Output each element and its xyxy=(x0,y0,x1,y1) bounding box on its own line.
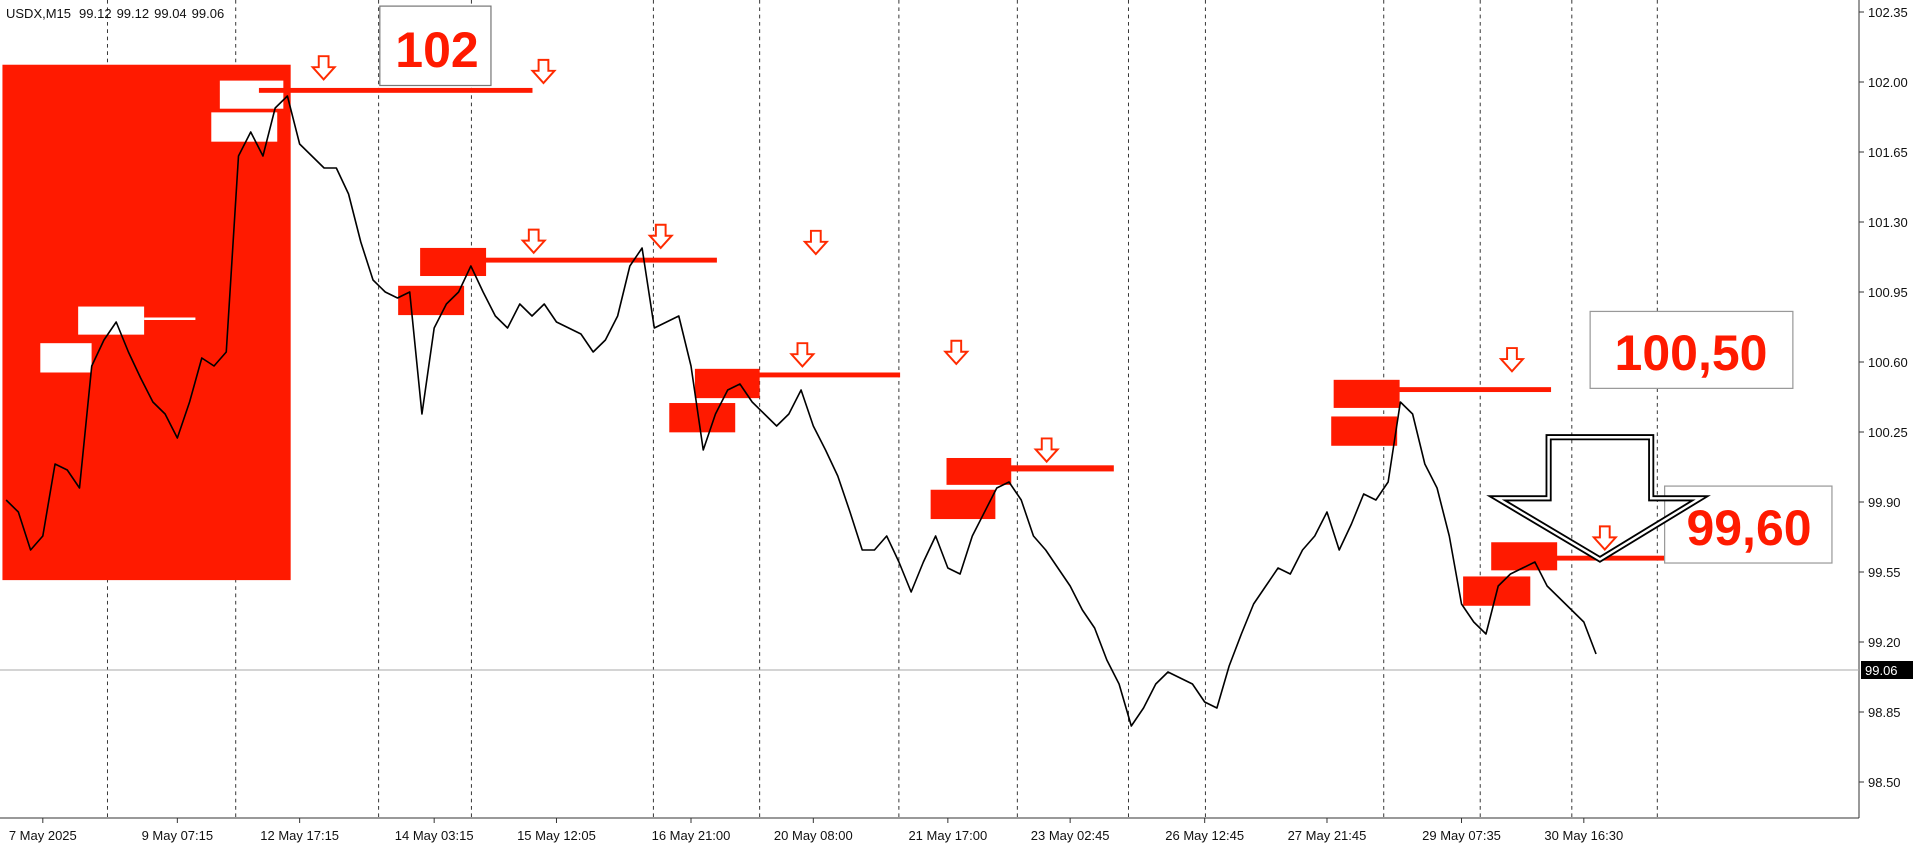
zone xyxy=(2,64,291,581)
overlay xyxy=(1486,434,1711,563)
ohlc: 99.12 xyxy=(117,6,150,21)
ohlc: 99.12 xyxy=(79,6,112,21)
x-tick-label: 27 May 21:45 xyxy=(1288,828,1367,843)
x-tick-label: 16 May 21:00 xyxy=(652,828,731,843)
x-tick-label: 15 May 12:05 xyxy=(517,828,596,843)
y-tick-label: 98.85 xyxy=(1868,705,1901,720)
red-zones xyxy=(258,87,1687,606)
y-tick-label: 102.00 xyxy=(1868,75,1908,90)
y-tick-label: 101.30 xyxy=(1868,215,1908,230)
y-tick-label: 101.65 xyxy=(1868,145,1908,160)
y-tick-label: 99.55 xyxy=(1868,565,1901,580)
drawings xyxy=(2,0,1833,819)
y-tick-label: 102.35 xyxy=(1868,5,1908,20)
period-separators xyxy=(106,0,1658,819)
ohlc: 99.06 xyxy=(192,6,225,21)
last-price-label: 99.06 xyxy=(1865,663,1898,678)
label-box xyxy=(379,5,492,87)
annotation: 100,50 xyxy=(1615,325,1768,381)
label-box xyxy=(1589,310,1794,389)
y-tick-label: 100.25 xyxy=(1868,425,1908,440)
last-price-box xyxy=(1861,661,1913,679)
x-tick-label: 30 May 16:30 xyxy=(1544,828,1623,843)
y-tick-label: 98.50 xyxy=(1868,775,1901,790)
x-tick-label: 20 May 08:00 xyxy=(774,828,853,843)
symbol: USDX,M15 xyxy=(6,6,71,21)
header: USDX,M15 99.12 99.12 99.04 99.06 xyxy=(6,6,224,21)
x-tick-label: 23 May 02:45 xyxy=(1031,828,1110,843)
x-tick-label: 7 May 2025 xyxy=(9,828,77,843)
x-tick-label: 14 May 03:15 xyxy=(395,828,474,843)
y-tick-label: 99.20 xyxy=(1868,635,1901,650)
ohlc: 99.04 xyxy=(154,6,187,21)
big-arrow-inner xyxy=(1492,436,1705,561)
y-tick-label: 99.90 xyxy=(1868,495,1901,510)
x-tick-label: 26 May 12:45 xyxy=(1165,828,1244,843)
x-tick-label: 21 May 17:00 xyxy=(908,828,987,843)
x-tick-label: 12 May 17:15 xyxy=(260,828,339,843)
x-tick-label: 29 May 07:35 xyxy=(1422,828,1501,843)
white-zones xyxy=(40,80,284,373)
y-tick-label: 100.60 xyxy=(1868,355,1908,370)
price-line xyxy=(5,95,1597,727)
x-tick-label: 9 May 07:15 xyxy=(142,828,214,843)
annotation: 102 xyxy=(395,22,478,78)
y-tick-label: 100.95 xyxy=(1868,285,1908,300)
annotation: 99,60 xyxy=(1686,500,1811,556)
